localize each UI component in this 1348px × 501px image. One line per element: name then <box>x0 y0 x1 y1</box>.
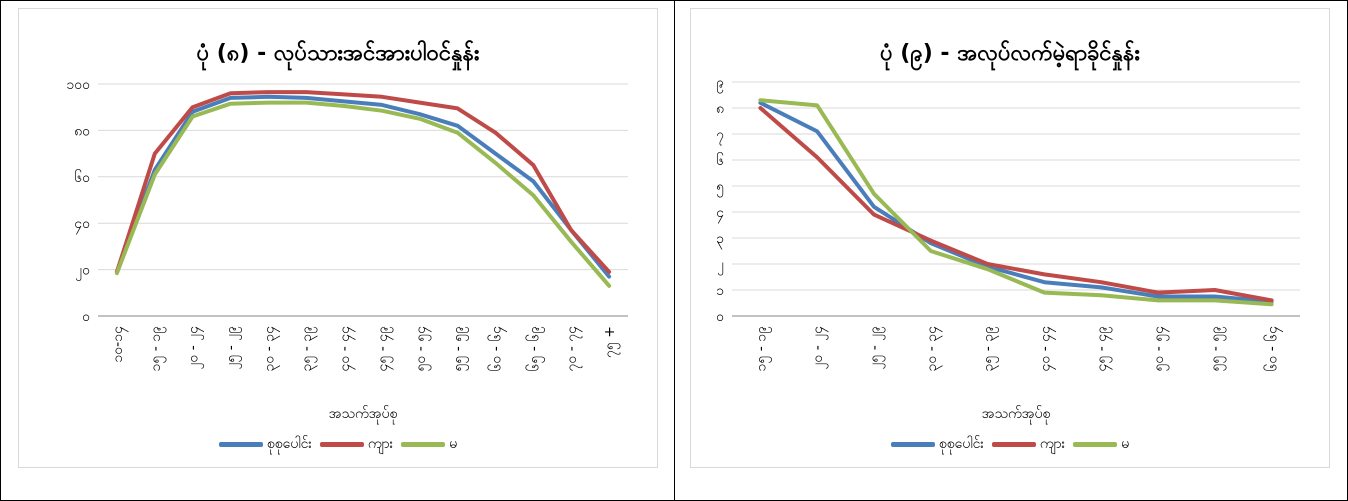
legend-label-male: ကျား <box>367 436 394 452</box>
chart-title-right: ပုံ (၉) - အလုပ်လက်မဲ့ရာခိုင်နှုန်း <box>880 41 1140 66</box>
x-tick-label: ၄၅ - ၄၉ <box>375 326 393 372</box>
legend-swatch-female <box>1073 442 1118 447</box>
x-axis-title: အသက်အုပ်စု <box>982 406 1051 424</box>
y-tick-label: ၄ <box>716 205 724 223</box>
y-tick-label: ၂ <box>717 257 724 275</box>
legend-item-total: စုစုပေါင်း <box>218 434 312 455</box>
chart-area-left <box>18 8 658 468</box>
chart-title-left: ပုံ (၈) - လုပ်သားအင်အားပါဝင်နှုန်း <box>196 41 480 66</box>
x-tick-label: ၃၀ - ၃၄ <box>261 326 279 372</box>
x-tick-label: ၂၀ - ၂၄ <box>186 326 204 370</box>
y-tick-label: ၇ <box>716 127 724 145</box>
y-tick-label: ၉ <box>716 75 724 93</box>
y-tick-label: ၃ <box>716 231 724 249</box>
x-tick-label: ၃၅ - ၃၉ <box>981 326 999 372</box>
y-tick-label: ၄၀ <box>74 216 90 234</box>
legend-item-male: ကျား <box>991 434 1066 455</box>
x-tick-label: ၆၀ - ၆၄ <box>489 326 507 372</box>
y-tick-label: ၈၀ <box>74 123 90 139</box>
x-tick-label: ၇၅ + <box>602 326 620 358</box>
legend-label-female: မ <box>1121 436 1130 452</box>
series-line-female <box>114 100 612 288</box>
x-tick-label: ၅၅ - ၅၉ <box>451 326 469 372</box>
x-tick-label: ၁၀-၁၄ <box>110 326 128 363</box>
y-tick-label: ၀ <box>82 309 90 325</box>
legend-item-male: ကျား <box>319 434 394 455</box>
x-tick-label: ၂၅ - ၂၉ <box>224 326 242 370</box>
y-tick-label: ၈ <box>716 101 724 117</box>
x-tick-label: ၃၀ - ၃၄ <box>924 326 942 372</box>
legend-left: စုစုပေါင်း ကျား မ <box>18 434 658 455</box>
y-tick-label: ၆ <box>716 153 724 169</box>
legend-label-female: မ <box>449 436 458 452</box>
legend-label-male: ကျား <box>1039 436 1066 452</box>
x-tick-label: ၅၀ - ၅၄ <box>413 326 431 372</box>
series-line-male <box>114 90 612 274</box>
legend-label-total: စုစုပေါင်း <box>266 436 312 452</box>
x-tick-label: ၅၅ - ၅၉ <box>1208 326 1226 372</box>
x-tick-label: ၆၅ - ၆၉ <box>526 326 544 372</box>
x-tick-label: ၄၅ - ၄၉ <box>1094 326 1112 372</box>
x-tick-label: ၇၀ - ၇၄ <box>564 326 582 372</box>
y-tick-label: ၁၀၀ <box>66 77 90 93</box>
legend-swatch-male <box>319 442 364 447</box>
legend-swatch-total <box>218 442 263 447</box>
chart-plot-right: ၀ ၁ ၂ ၃ ၄ ၅ ၆ ၇ ၈ ၉၁၅ - ၁၉ ၂၀ - ၂၄ ၂၅ - ၂၉ ၃၀ - ၃၄ ၃၅… <box>716 75 1300 424</box>
legend-item-total: စုစုပေါင်း <box>890 434 984 455</box>
x-tick-label: ၁၅ - ၁၉ <box>753 326 771 372</box>
legend-item-female: မ <box>401 434 457 455</box>
y-tick-label: ၀ <box>716 309 724 325</box>
x-tick-label: ၄၀ - ၄၄ <box>1037 326 1055 372</box>
series-line-total <box>758 100 1274 304</box>
x-tick-label: ၁၅ - ၁၉ <box>148 326 166 372</box>
chart-panel-right: ပုံ (၉) - အလုပ်လက်မဲ့ရာခိုင်နှုန်း ၀၁၂၃၄… <box>690 8 1330 468</box>
chart-panel-left: ပုံ (၈) - လုပ်သားအင်အားပါဝင်နှုန်း ၀၂၀ ၄၀… <box>18 8 658 468</box>
y-tick-label: ၂၀ <box>75 263 90 281</box>
series-line-female <box>758 98 1274 307</box>
legend-right: စုစုပေါင်း ကျား မ <box>690 434 1330 455</box>
series-line-total <box>114 94 612 279</box>
x-tick-label: ၄၀ - ၄၄ <box>337 326 355 372</box>
y-tick-label: ၆၀ <box>74 170 90 186</box>
series-line-male <box>758 106 1274 303</box>
x-tick-label: ၆၀ - ၆၄ <box>1265 326 1283 372</box>
x-axis-title: အသက်အုပ်စု <box>329 406 398 424</box>
legend-item-female: မ <box>1073 434 1129 455</box>
panel-divider <box>674 0 675 501</box>
legend-label-total: စုစုပေါင်း <box>938 436 984 452</box>
x-tick-label: ၃၅ - ၃၉ <box>299 326 317 372</box>
x-tick-label: ၂၅ - ၂၉ <box>867 326 885 370</box>
legend-swatch-male <box>991 442 1036 447</box>
x-tick-label: ၅၀ - ၅၄ <box>1151 326 1169 372</box>
legend-swatch-total <box>890 442 935 447</box>
y-tick-label: ၁ <box>716 283 724 299</box>
x-tick-label: ၂၀ - ၂၄ <box>810 326 828 370</box>
legend-swatch-female <box>401 442 446 447</box>
y-tick-label: ၅ <box>716 179 724 197</box>
